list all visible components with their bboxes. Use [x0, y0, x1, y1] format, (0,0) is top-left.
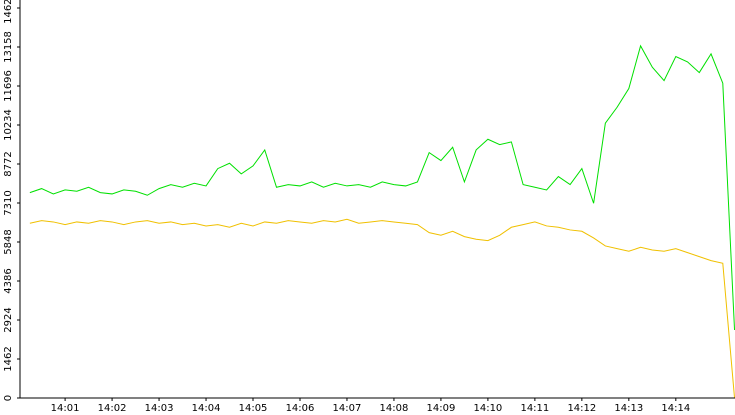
y-tick-label: 10234	[3, 109, 14, 141]
y-tick-label: 11696	[3, 70, 14, 102]
x-tick-label: 14:09	[427, 403, 456, 414]
series-line	[29, 218, 735, 399]
x-tick-label: 14:07	[333, 403, 362, 414]
x-tick-label: 14:10	[473, 403, 502, 414]
y-tick-label: 1462	[3, 346, 14, 371]
y-tick-label: 5848	[3, 229, 14, 254]
y-tick-label: 14620	[3, 0, 14, 24]
x-tick-label: 14:02	[98, 403, 127, 414]
y-tick-label: 8772	[3, 151, 14, 176]
x-tick-label: 14:06	[286, 403, 315, 414]
y-tick-label: 7310	[3, 190, 14, 215]
x-tick-label: 14:05	[239, 403, 268, 414]
y-tick-label: 4386	[3, 268, 14, 293]
x-tick-label: 14:04	[192, 403, 221, 414]
x-tick-label: 14:14	[661, 403, 690, 414]
y-tick-label: 2924	[3, 307, 14, 332]
x-tick-label: 14:12	[567, 403, 596, 414]
series-line	[29, 44, 735, 331]
y-tick-label: 0	[3, 395, 14, 401]
x-tick-label: 14:13	[614, 403, 643, 414]
x-tick-label: 14:08	[380, 403, 409, 414]
x-tick-label: 14:11	[520, 403, 549, 414]
x-tick-label: 14:01	[51, 403, 80, 414]
y-tick-label: 13158	[3, 31, 14, 63]
x-tick-label: 14:03	[145, 403, 174, 414]
